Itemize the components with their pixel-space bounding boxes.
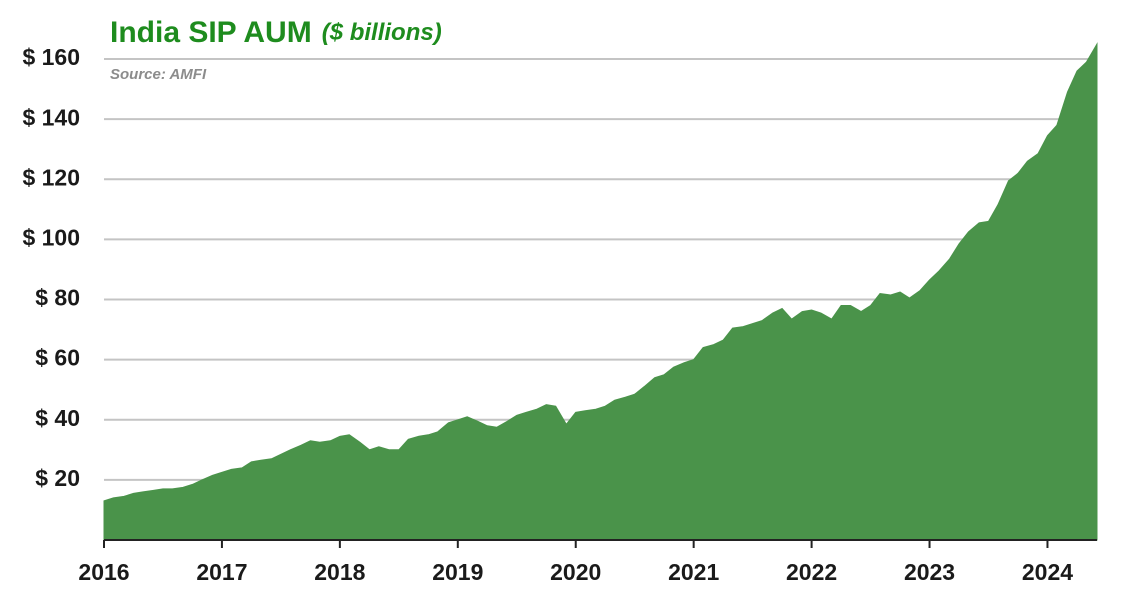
x-tick-label: 2019 [432,559,483,585]
y-tick-label: $ 140 [22,104,80,130]
y-tick-label: $ 40 [35,405,80,431]
title: India SIP AUM [110,16,312,49]
x-tick-label: 2018 [314,559,365,585]
x-tick-label: 2020 [550,559,601,585]
y-tick-label: $ 80 [35,285,80,311]
source: Source: AMFI [110,66,207,83]
x-tick-label: 2024 [1022,559,1073,585]
subtitle: ($ billions) [322,19,442,46]
y-tick-label: $ 60 [35,345,80,371]
y-tick-label: $ 100 [22,224,80,250]
x-tick-label: 2022 [786,559,837,585]
x-tick-label: 2021 [668,559,719,585]
x-tick-label: 2016 [78,559,129,585]
area [103,42,1098,541]
x-tick-label: 2023 [904,559,955,585]
chart-title: India SIP AUM ($ billions) [110,16,442,49]
y-tick-label: $ 160 [22,44,80,70]
x-tick-label: 2017 [196,559,247,585]
y-tick-label: $ 120 [22,164,80,190]
y-tick-label: $ 20 [35,465,80,491]
